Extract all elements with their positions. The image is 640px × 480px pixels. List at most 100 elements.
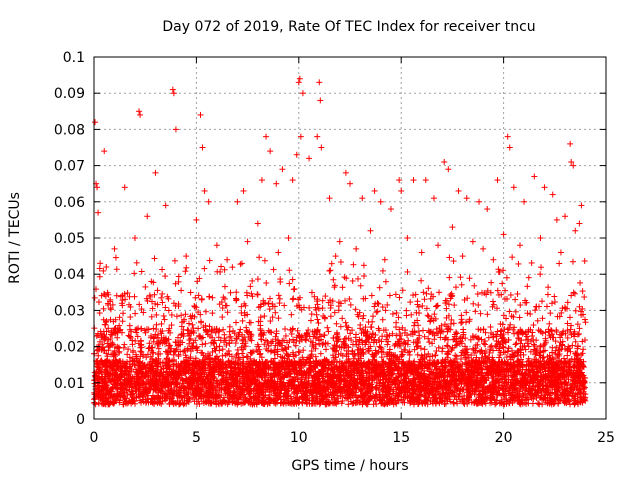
data-point (288, 311, 295, 318)
data-point (566, 314, 573, 321)
data-point (389, 310, 396, 317)
data-point (370, 313, 377, 320)
data-points (91, 75, 589, 408)
data-point (421, 296, 428, 303)
data-point (219, 352, 226, 359)
data-point (216, 343, 223, 350)
data-point (342, 319, 349, 326)
data-point (360, 272, 367, 279)
data-point (150, 325, 157, 332)
data-point (450, 258, 457, 265)
data-point (120, 310, 127, 317)
data-point (359, 315, 366, 322)
data-point (420, 289, 427, 296)
data-point (494, 287, 501, 294)
data-point (173, 313, 180, 320)
data-point (294, 327, 301, 334)
data-point (254, 276, 261, 283)
data-point (542, 329, 549, 336)
data-point (334, 330, 341, 337)
data-point (551, 298, 558, 305)
data-point (499, 280, 506, 287)
data-point (131, 270, 138, 277)
data-point (490, 347, 497, 354)
data-point (525, 274, 532, 281)
data-point (197, 318, 204, 325)
data-point (450, 399, 457, 406)
data-point (490, 298, 497, 305)
data-point (202, 308, 209, 315)
data-point (164, 355, 171, 362)
data-point (487, 289, 494, 296)
data-point (512, 341, 519, 348)
data-point (564, 352, 571, 359)
data-point (215, 334, 222, 341)
data-point (216, 327, 223, 334)
data-point (133, 259, 140, 266)
data-point (100, 305, 107, 312)
data-point (317, 350, 324, 357)
data-point (492, 342, 499, 349)
data-point (91, 294, 98, 301)
data-point (263, 280, 270, 287)
data-point (378, 354, 385, 361)
data-point (537, 271, 544, 278)
data-point (528, 259, 535, 266)
chart-title: Day 072 of 2019, Rate Of TEC Index for r… (162, 19, 535, 35)
data-point (416, 310, 423, 317)
data-point (238, 303, 245, 310)
data-point (127, 314, 134, 321)
data-point (337, 259, 344, 266)
data-point (579, 338, 586, 345)
data-point (261, 341, 268, 348)
data-point (443, 342, 450, 349)
data-point (484, 287, 491, 294)
data-point (233, 289, 240, 296)
data-point (564, 320, 571, 327)
data-point (500, 312, 507, 319)
data-point (527, 311, 534, 318)
data-point (355, 275, 362, 282)
data-point (290, 295, 297, 302)
data-point (452, 284, 459, 291)
data-point (472, 308, 479, 315)
data-point (191, 303, 198, 310)
data-point (349, 277, 356, 284)
data-point (470, 300, 477, 307)
data-point (319, 297, 326, 304)
data-point (347, 301, 354, 308)
data-point (292, 352, 299, 359)
data-point (158, 294, 165, 301)
data-point (288, 330, 295, 337)
data-point (579, 288, 586, 295)
data-point (512, 308, 519, 315)
data-point (328, 260, 335, 267)
data-point (126, 293, 133, 300)
data-point (276, 295, 283, 302)
data-point (161, 316, 168, 323)
data-point (136, 301, 143, 308)
data-point (306, 304, 313, 311)
data-point (458, 320, 465, 327)
data-point (239, 317, 246, 324)
data-point (448, 347, 455, 354)
data-point (178, 312, 185, 319)
data-point (396, 326, 403, 333)
data-point (227, 289, 234, 296)
data-point (284, 352, 291, 359)
data-point (209, 294, 216, 301)
data-point (352, 306, 359, 313)
data-point (487, 323, 494, 330)
data-point (243, 289, 250, 296)
data-point (536, 401, 543, 408)
data-point (209, 310, 216, 317)
data-point (532, 307, 539, 314)
data-point (212, 347, 219, 354)
data-point (248, 337, 255, 344)
data-point (333, 320, 340, 327)
data-point (113, 292, 120, 299)
data-point (159, 290, 166, 297)
data-point (249, 277, 256, 284)
data-point (225, 347, 232, 354)
data-point (545, 284, 552, 291)
